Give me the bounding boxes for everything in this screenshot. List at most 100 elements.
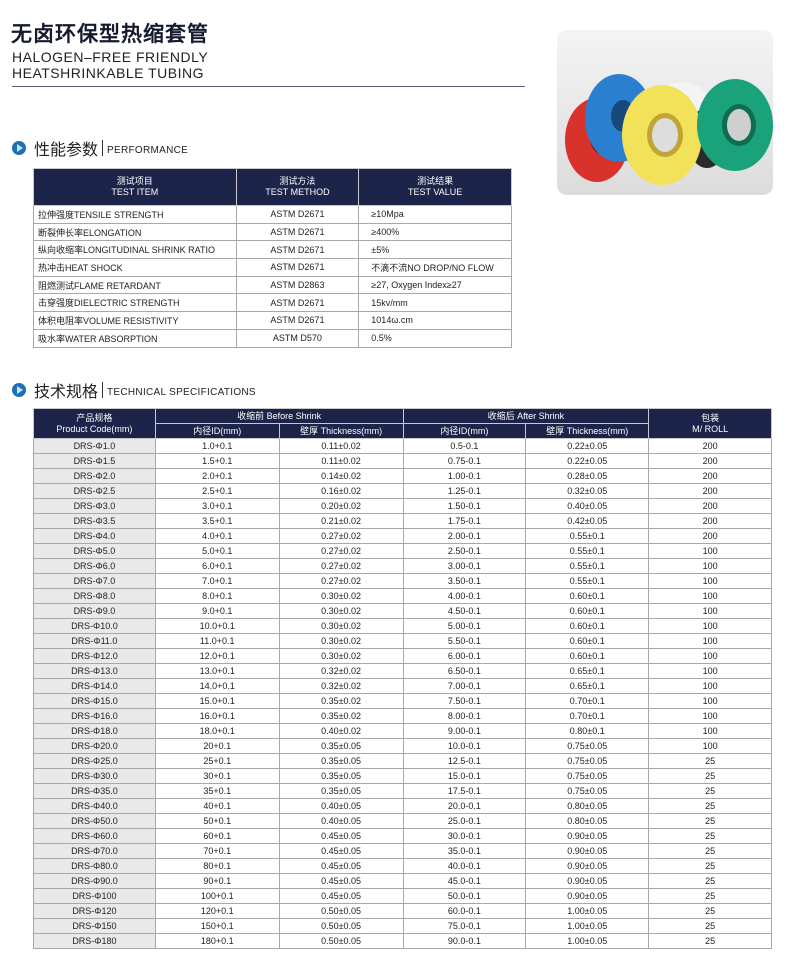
before-id-cell: 50+0.1 [154, 813, 280, 829]
meters-per-roll-cell: 200 [648, 438, 772, 454]
after-thickness-cell: 0.90±0.05 [525, 858, 650, 874]
meters-per-roll-cell: 200 [648, 498, 772, 514]
after-thickness-cell: 0.70±0.1 [525, 708, 650, 724]
product-code-cell: DRS-Φ30.0 [33, 768, 156, 784]
heading-separator [102, 382, 104, 398]
after-thickness-cell: 0.60±0.1 [525, 588, 650, 604]
col-header-after-id: 内径ID(mm) [402, 423, 527, 439]
test-value-cell: 1014ω.cm [358, 311, 512, 330]
test-value-cell: 0.5% [358, 328, 512, 348]
before-thickness-cell: 0.50±0.05 [278, 918, 404, 934]
product-code-cell: DRS-Φ120 [33, 903, 156, 919]
table-row: DRS-Φ90.0 90+0.1 0.45±0.05 45.0-0.1 0.90±0.0… [33, 873, 772, 889]
before-id-cell: 2.0+0.1 [154, 468, 280, 484]
test-value-cell: ≥10Mpa [358, 205, 512, 224]
test-item-cell: 击穿强度DIELECTRIC STRENGTH [33, 293, 237, 313]
col-header-packing: 包装 M/ ROLL [648, 408, 772, 439]
product-code-cell: DRS-Φ60.0 [33, 828, 156, 844]
table-row: DRS-Φ6.0 6.0+0.1 0.27±0.02 3.00-0.1 0.55±0.1… [33, 558, 772, 574]
product-code-cell: DRS-Φ3.0 [33, 498, 156, 514]
before-id-cell: 180+0.1 [154, 933, 280, 949]
after-id-cell: 1.75-0.1 [402, 513, 527, 529]
meters-per-roll-cell: 100 [648, 543, 772, 559]
after-id-cell: 3.50-0.1 [402, 573, 527, 589]
meters-per-roll-cell: 100 [648, 588, 772, 604]
test-value-cell: 15kv/mm [358, 293, 512, 313]
before-thickness-cell: 0.30±0.02 [278, 633, 404, 649]
table-row: DRS-Φ70.0 70+0.1 0.45±0.05 35.0-0.1 0.90±0.0… [33, 843, 772, 859]
product-code-cell: DRS-Φ4.0 [33, 528, 156, 544]
meters-per-roll-cell: 200 [648, 453, 772, 469]
meters-per-roll-cell: 100 [648, 573, 772, 589]
test-item-cell: 阻燃测试FLAME RETARDANT [33, 275, 237, 295]
after-id-cell: 7.50-0.1 [402, 693, 527, 709]
meters-per-roll-cell: 100 [648, 663, 772, 679]
after-thickness-cell: 0.90±0.05 [525, 888, 650, 904]
test-item-cell: 拉伸强度TENSILE STRENGTH [33, 205, 237, 224]
before-thickness-cell: 0.35±0.05 [278, 753, 404, 769]
after-thickness-cell: 0.75±0.05 [525, 738, 650, 754]
table-row: DRS-Φ180 180+0.1 0.50±0.05 90.0-0.1 1.00±0.0… [33, 933, 772, 949]
table-row: 体积电阻率VOLUME RESISTIVITY ASTM D2671 1014ω.c… [33, 311, 512, 330]
after-id-cell: 45.0-0.1 [402, 873, 527, 889]
after-id-cell: 7.00-0.1 [402, 678, 527, 694]
after-id-cell: 20.0-0.1 [402, 798, 527, 814]
after-id-cell: 0.5-0.1 [402, 438, 527, 454]
table-row: DRS-Φ15.0 15.0+0.1 0.35±0.02 7.50-0.1 0.70±0… [33, 693, 772, 709]
before-id-cell: 1.5+0.1 [154, 453, 280, 469]
before-thickness-cell: 0.35±0.05 [278, 738, 404, 754]
before-thickness-cell: 0.20±0.02 [278, 498, 404, 514]
meters-per-roll-cell: 25 [648, 798, 772, 814]
after-thickness-cell: 0.60±0.1 [525, 618, 650, 634]
after-thickness-cell: 0.70±0.1 [525, 693, 650, 709]
table-row: 断裂伸长率ELONGATION ASTM D2671 ≥400% [33, 222, 512, 242]
test-method-cell: ASTM D2863 [235, 275, 360, 295]
specs-heading: 技术规格 TECHNICAL SPECIFICATIONS [12, 378, 256, 402]
after-id-cell: 6.00-0.1 [402, 648, 527, 664]
after-id-cell: 1.50-0.1 [402, 498, 527, 514]
before-thickness-cell: 0.35±0.05 [278, 783, 404, 799]
test-method-cell: ASTM D2671 [235, 311, 360, 330]
after-id-cell: 75.0-0.1 [402, 918, 527, 934]
table-row: DRS-Φ4.0 4.0+0.1 0.27±0.02 2.00-0.1 0.55±0.1… [33, 528, 772, 544]
test-item-cell: 吸水率WATER ABSORPTION [33, 328, 237, 348]
meters-per-roll-cell: 100 [648, 738, 772, 754]
before-id-cell: 10.0+0.1 [154, 618, 280, 634]
after-thickness-cell: 0.60±0.1 [525, 633, 650, 649]
before-thickness-cell: 0.27±0.02 [278, 558, 404, 574]
test-value-cell: 不滴不流NO DROP/NO FLOW [358, 258, 512, 277]
test-method-cell: ASTM D2671 [235, 205, 360, 224]
after-id-cell: 35.0-0.1 [402, 843, 527, 859]
product-code-cell: DRS-Φ6.0 [33, 558, 156, 574]
before-id-cell: 25+0.1 [154, 753, 280, 769]
col-header-before-id: 内径ID(mm) [154, 423, 280, 439]
meters-per-roll-cell: 200 [648, 468, 772, 484]
meters-per-roll-cell: 100 [648, 618, 772, 634]
before-id-cell: 18.0+0.1 [154, 723, 280, 739]
before-id-cell: 70+0.1 [154, 843, 280, 859]
after-id-cell: 0.75-0.1 [402, 453, 527, 469]
meters-per-roll-cell: 100 [648, 633, 772, 649]
table-row: DRS-Φ40.0 40+0.1 0.40±0.05 20.0-0.1 0.80±0.0… [33, 798, 772, 814]
meters-per-roll-cell: 25 [648, 918, 772, 934]
col-header-before-thickness: 壁厚 Thickness(mm) [278, 423, 404, 439]
meters-per-roll-cell: 100 [648, 723, 772, 739]
table-row: 拉伸强度TENSILE STRENGTH ASTM D2671 ≥10Mpa [33, 205, 512, 224]
product-code-cell: DRS-Φ7.0 [33, 573, 156, 589]
test-method-cell: ASTM D2671 [235, 293, 360, 313]
before-thickness-cell: 0.30±0.02 [278, 588, 404, 604]
test-value-cell: ±5% [358, 240, 512, 260]
before-thickness-cell: 0.21±0.02 [278, 513, 404, 529]
test-method-cell: ASTM D2671 [235, 240, 360, 260]
product-code-cell: DRS-Φ90.0 [33, 873, 156, 889]
after-id-cell: 5.00-0.1 [402, 618, 527, 634]
table-row: DRS-Φ60.0 60+0.1 0.45±0.05 30.0-0.1 0.90±0.0… [33, 828, 772, 844]
before-thickness-cell: 0.32±0.02 [278, 663, 404, 679]
table-row: DRS-Φ150 150+0.1 0.50±0.05 75.0-0.1 1.00±0.0… [33, 918, 772, 934]
table-row: 纵向收缩率LONGITUDINAL SHRINK RATIO ASTM D2671… [33, 240, 512, 260]
meters-per-roll-cell: 100 [648, 693, 772, 709]
table-row: DRS-Φ10.0 10.0+0.1 0.30±0.02 5.00-0.1 0.60±0… [33, 618, 772, 634]
performance-heading-en: PERFORMANCE [107, 144, 189, 156]
before-id-cell: 8.0+0.1 [154, 588, 280, 604]
product-code-cell: DRS-Φ40.0 [33, 798, 156, 814]
